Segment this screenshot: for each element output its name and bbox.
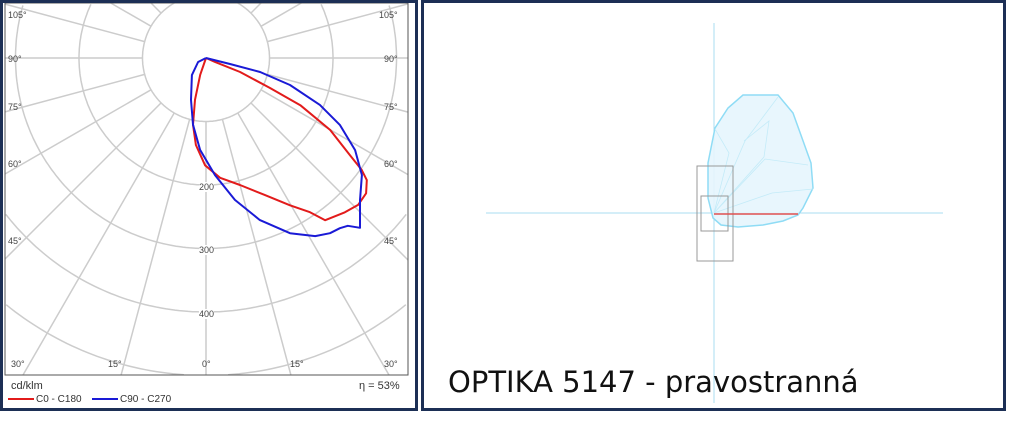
radial-tick-label: 300 bbox=[199, 245, 215, 255]
grid-spoke bbox=[110, 3, 152, 27]
grid-spoke bbox=[4, 73, 145, 113]
grid-spoke bbox=[267, 3, 409, 43]
grid-spoke bbox=[221, 119, 292, 376]
radial-tick-label: 200 bbox=[199, 182, 215, 192]
angle-label-left: 105° bbox=[8, 10, 27, 20]
grid-spoke bbox=[260, 3, 302, 27]
grid-spoke bbox=[250, 3, 262, 14]
legend-label: C0 - C180 bbox=[36, 394, 82, 405]
polar-chart bbox=[4, 3, 409, 376]
unit-label: cd/klm bbox=[11, 380, 43, 392]
solid-mesh-lines bbox=[713, 96, 814, 214]
angle-label-bottom: 0° bbox=[202, 359, 211, 369]
legend-item-c90-c270: C90 - C270 bbox=[92, 394, 171, 405]
angle-label-right: 105° bbox=[379, 10, 398, 20]
legend-label: C90 - C270 bbox=[120, 394, 172, 405]
optic-caption: OPTIKA 5147 - pravostranná bbox=[448, 365, 859, 399]
angle-label-left: 75° bbox=[8, 102, 22, 112]
angle-label-left: 45° bbox=[8, 236, 22, 246]
grid-spoke bbox=[260, 89, 409, 176]
efficiency-label: η = 53% bbox=[359, 380, 400, 392]
angle-label-bottom: 30° bbox=[11, 359, 25, 369]
radial-tick-label: 400 bbox=[199, 309, 215, 319]
grid-spoke bbox=[4, 89, 152, 175]
angle-label-right: 90° bbox=[384, 54, 398, 64]
series-curve-c90-c270 bbox=[190, 57, 363, 238]
angle-label-bottom: 15° bbox=[108, 359, 122, 369]
grid-spoke bbox=[267, 73, 409, 113]
angle-label-right: 60° bbox=[384, 159, 398, 169]
grid-spoke bbox=[22, 112, 175, 376]
grid-spoke bbox=[150, 3, 162, 14]
grid-ring bbox=[5, 213, 407, 313]
legend-swatch bbox=[92, 398, 118, 401]
angle-label-bottom: 15° bbox=[290, 359, 304, 369]
grid-spoke bbox=[4, 3, 145, 43]
angle-label-right: 45° bbox=[384, 236, 398, 246]
angle-label-right: 75° bbox=[384, 102, 398, 112]
legend-swatch bbox=[8, 398, 34, 401]
3d-distribution-panel: OPTIKA 5147 - pravostranná bbox=[421, 0, 1006, 411]
angle-label-left: 60° bbox=[8, 159, 22, 169]
grid-ring bbox=[14, 5, 398, 250]
grid-spoke bbox=[237, 112, 390, 376]
legend-item-c0-c180: C0 - C180 bbox=[8, 394, 82, 405]
grid-ring bbox=[78, 3, 334, 186]
angle-label-bottom: 30° bbox=[384, 359, 398, 369]
polar-chart-panel: 105° 90° 75° 60° 45° 105° 90° 75° 60° 45… bbox=[0, 0, 418, 411]
plot-border bbox=[4, 3, 409, 376]
grid-ring bbox=[141, 3, 271, 123]
3d-light-solid-view bbox=[486, 23, 943, 403]
grid-spoke bbox=[4, 102, 162, 260]
angle-label-left: 90° bbox=[8, 54, 22, 64]
grid-spoke bbox=[250, 102, 409, 261]
grid-spoke bbox=[120, 119, 191, 376]
series-curve-c0-c180 bbox=[192, 57, 368, 222]
grid-ring bbox=[5, 304, 407, 376]
